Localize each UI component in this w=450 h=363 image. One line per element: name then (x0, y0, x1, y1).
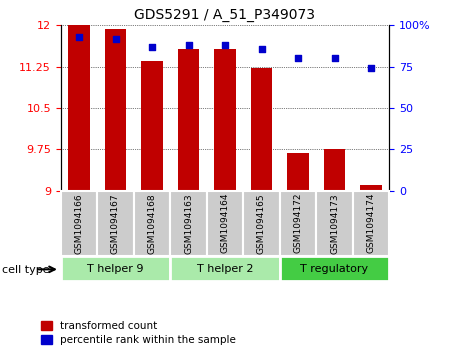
Bar (324, 149, 346, 191)
Bar (207, 191, 243, 256)
Point (185, 42, 192, 48)
Text: GSM1094174: GSM1094174 (366, 193, 375, 253)
Bar (178, 49, 199, 191)
Text: GSM1094165: GSM1094165 (257, 193, 266, 254)
Bar (170, 256, 280, 281)
Legend: transformed count, percentile rank within the sample: transformed count, percentile rank withi… (41, 321, 236, 345)
Point (76, 34, 83, 40)
Bar (280, 256, 389, 281)
Text: GSM1094166: GSM1094166 (75, 193, 84, 254)
Text: GSM1094172: GSM1094172 (293, 193, 302, 253)
Bar (68, 25, 90, 191)
Point (331, 56, 338, 61)
Text: GSM1094168: GSM1094168 (148, 193, 157, 254)
Bar (243, 191, 280, 256)
Bar (97, 191, 134, 256)
Title: GDS5291 / A_51_P349073: GDS5291 / A_51_P349073 (135, 8, 315, 22)
Bar (287, 153, 309, 191)
Bar (280, 191, 316, 256)
Point (258, 46, 265, 52)
Text: T helper 2: T helper 2 (197, 264, 253, 274)
Bar (353, 191, 389, 256)
Text: GSM1094167: GSM1094167 (111, 193, 120, 254)
Bar (360, 185, 382, 191)
Point (221, 42, 229, 48)
Text: T helper 9: T helper 9 (87, 264, 144, 274)
Bar (214, 49, 236, 191)
Bar (104, 29, 126, 191)
Text: T regulatory: T regulatory (301, 264, 369, 274)
Point (112, 36, 119, 41)
Text: GSM1094164: GSM1094164 (220, 193, 230, 253)
Bar (141, 61, 163, 191)
Text: GSM1094173: GSM1094173 (330, 193, 339, 254)
Text: GSM1094163: GSM1094163 (184, 193, 193, 254)
Text: cell type: cell type (2, 265, 50, 275)
Bar (251, 68, 272, 191)
Bar (61, 191, 97, 256)
Point (294, 56, 302, 61)
Bar (316, 191, 353, 256)
Point (148, 44, 156, 50)
Point (367, 65, 374, 71)
Bar (134, 191, 170, 256)
Bar (61, 256, 170, 281)
Bar (170, 191, 207, 256)
